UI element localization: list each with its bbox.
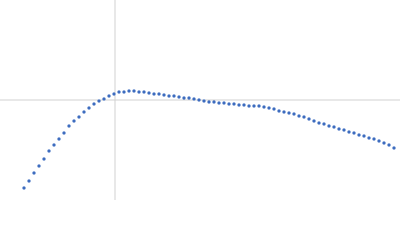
data-point bbox=[212, 100, 216, 104]
data-point bbox=[317, 121, 321, 125]
data-point bbox=[257, 104, 261, 108]
page: {"chart_data": {"type": "scatter", "x": … bbox=[0, 0, 400, 200]
data-point bbox=[242, 103, 246, 107]
data-point bbox=[47, 149, 51, 153]
data-point bbox=[97, 99, 101, 103]
data-point bbox=[157, 92, 161, 96]
data-point bbox=[102, 97, 106, 101]
data-point bbox=[232, 102, 236, 106]
data-point bbox=[192, 97, 196, 101]
data-point bbox=[392, 146, 396, 150]
data-point bbox=[372, 137, 376, 141]
data-point bbox=[307, 117, 311, 121]
data-point bbox=[292, 112, 296, 116]
data-point bbox=[297, 114, 301, 118]
data-point bbox=[122, 90, 126, 94]
data-point bbox=[247, 104, 251, 108]
data-point bbox=[322, 122, 326, 126]
data-point bbox=[312, 119, 316, 123]
data-point bbox=[377, 139, 381, 143]
data-point bbox=[382, 141, 386, 145]
data-point bbox=[87, 106, 91, 110]
data-point bbox=[62, 131, 66, 135]
data-point bbox=[52, 143, 56, 147]
data-point bbox=[227, 102, 231, 106]
data-point bbox=[142, 90, 146, 94]
data-point bbox=[137, 90, 141, 94]
data-point bbox=[237, 103, 241, 107]
data-point bbox=[107, 94, 111, 98]
data-point bbox=[147, 91, 151, 95]
data-point bbox=[82, 110, 86, 114]
data-point bbox=[217, 101, 221, 105]
data-point bbox=[117, 90, 121, 94]
data-point bbox=[67, 124, 71, 128]
data-point bbox=[367, 136, 371, 140]
data-point bbox=[202, 99, 206, 103]
data-point bbox=[37, 164, 41, 168]
data-point bbox=[152, 92, 156, 96]
data-point bbox=[327, 124, 331, 128]
data-point bbox=[262, 105, 266, 109]
data-point bbox=[127, 89, 131, 93]
data-point bbox=[207, 100, 211, 104]
data-point bbox=[172, 94, 176, 98]
data-point bbox=[362, 134, 366, 138]
data-point bbox=[252, 104, 256, 108]
data-point bbox=[342, 128, 346, 132]
data-point bbox=[267, 106, 271, 110]
data-point bbox=[132, 89, 136, 93]
data-point bbox=[92, 102, 96, 106]
data-point bbox=[287, 111, 291, 115]
data-point bbox=[27, 179, 31, 183]
data-point bbox=[347, 130, 351, 134]
data-point bbox=[57, 137, 61, 141]
data-point bbox=[42, 157, 46, 161]
data-point bbox=[357, 133, 361, 137]
data-point bbox=[77, 115, 81, 119]
data-point bbox=[72, 119, 76, 123]
data-point bbox=[32, 171, 36, 175]
data-point bbox=[272, 107, 276, 111]
data-point bbox=[222, 101, 226, 105]
data-point bbox=[182, 96, 186, 100]
data-point bbox=[352, 131, 356, 135]
data-point bbox=[332, 125, 336, 129]
data-point bbox=[197, 98, 201, 102]
data-point bbox=[277, 109, 281, 113]
data-point bbox=[187, 96, 191, 100]
data-point bbox=[282, 110, 286, 114]
data-point bbox=[162, 93, 166, 97]
data-point bbox=[387, 143, 391, 147]
data-point bbox=[302, 115, 306, 119]
data-point bbox=[22, 186, 26, 190]
data-point bbox=[177, 95, 181, 99]
data-point bbox=[112, 92, 116, 96]
data-point bbox=[337, 127, 341, 131]
data-point bbox=[167, 94, 171, 98]
chart bbox=[0, 0, 400, 200]
